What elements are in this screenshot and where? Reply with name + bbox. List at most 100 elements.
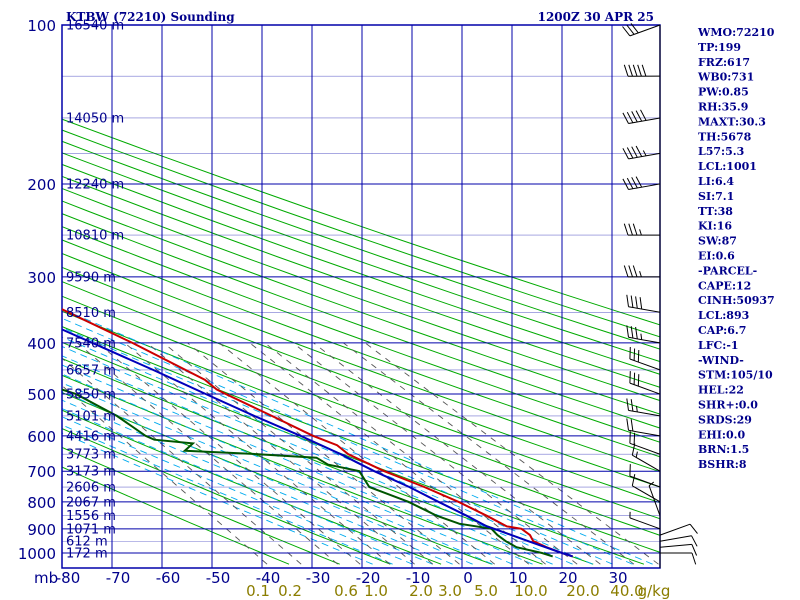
wind-barb-feather: [635, 110, 643, 122]
wind-barb-staff: [632, 454, 661, 472]
temperature-tick-label: -60: [156, 569, 181, 587]
wind-barb-feather: [623, 223, 629, 236]
wind-barb-staff: [628, 429, 661, 437]
pressure-tick-labels: 100 200 300 400 500 600 700 800 900 1000: [18, 17, 56, 563]
wind-barb-feather: [628, 64, 633, 77]
dry-adiabat: [62, 341, 645, 565]
mixing-ratio-line: [62, 357, 302, 565]
wind-barb-feather: [630, 23, 639, 34]
wind-barb-feather: [691, 544, 698, 556]
wind-barb-staff: [628, 409, 661, 417]
wind-barb-feather: [639, 297, 643, 310]
moist-adiabat: [62, 432, 373, 565]
wind-barb-feather: [626, 177, 634, 189]
wind-barb-feather: [639, 271, 642, 278]
height-label: 172 m: [66, 547, 108, 562]
wind-barb-feather: [623, 265, 629, 278]
wind-barb-feather: [637, 64, 642, 77]
mixing-ratio-label: 5.0: [474, 582, 498, 600]
mixing-ratio-label: 2.0: [409, 582, 433, 600]
index-line: LFC:-1: [698, 339, 739, 352]
wind-barb-feather: [630, 295, 634, 308]
moist-adiabat: [62, 399, 453, 565]
pressure-tick-label: 800: [27, 494, 56, 512]
wind-barb-staff: [648, 485, 661, 516]
dry-adiabat: [62, 446, 340, 565]
index-line: CAP:6.7: [698, 324, 746, 337]
wind-barb-feather: [636, 405, 638, 412]
index-line: -WIND-: [698, 354, 744, 367]
index-line: TP:199: [698, 41, 741, 54]
height-label: 10810 m: [66, 229, 124, 244]
height-label: 9590 m: [66, 270, 116, 285]
index-line: TT:38: [698, 205, 733, 218]
wind-barb-feather: [626, 24, 635, 35]
sounding-time: 1200Z 30 APR 25: [538, 10, 654, 24]
index-line: FRZ:617: [698, 56, 750, 69]
dry-adiabat: [62, 187, 660, 402]
height-label: 5850 m: [66, 388, 116, 403]
pressure-tick-label: 200: [27, 176, 56, 194]
wind-barb-feather: [635, 326, 638, 339]
pressure-tick-label: 500: [27, 386, 56, 404]
wind-barb-staff: [629, 24, 661, 37]
wind-barb-feather: [635, 176, 643, 188]
height-label: 16540 m: [66, 19, 124, 34]
dry-adiabat: [62, 374, 543, 565]
dry-adiabat: [62, 226, 660, 443]
moist-adiabat: [62, 355, 553, 565]
wind-barb-feather: [642, 150, 647, 157]
height-label: 14050 m: [66, 112, 124, 127]
moist-adiabat: [62, 308, 653, 565]
temperature-tick-labels: -80 -70 -60 -50 -40 -30 -20 -10 0 10 20 30: [56, 569, 628, 587]
wind-barb-feather: [626, 418, 629, 431]
wind-barb-feather: [635, 145, 643, 157]
wind-barb-feather: [622, 26, 631, 37]
index-line: SW:87: [698, 235, 737, 248]
mixing-ratio-line: [146, 342, 415, 565]
wind-barb-staff: [632, 485, 661, 503]
wind-barb-feather: [632, 265, 638, 278]
moist-adiabat: [62, 364, 533, 565]
dry-adiabat: [62, 140, 660, 350]
pressure-tick-label: 900: [27, 521, 56, 539]
stability-indices: WMO:72210 TP:199 FRZ:617 WB0:731 PW:0.85 RH:3…: [697, 26, 775, 471]
wind-barb-feather: [626, 294, 629, 307]
wind-barb-feather: [635, 451, 638, 458]
temperature-tick-label: 0: [463, 569, 473, 587]
height-labels: 16540 m 14050 m 12240 m 10810 m 9590 m 8510 m…: [66, 19, 124, 562]
dry-adiabat: [62, 266, 660, 488]
index-line: PW:0.85: [698, 86, 749, 99]
temperature-line: [62, 308, 574, 558]
height-label: 12240 m: [66, 177, 124, 192]
index-line: RH:35.9: [698, 101, 748, 114]
wind-barb-staff: [628, 152, 661, 160]
dry-adiabat: [62, 152, 660, 363]
dry-adiabat: [62, 252, 660, 473]
wind-barb-feather: [691, 535, 698, 547]
mixing-ratio-line: [292, 342, 578, 565]
wind-barb-feather: [635, 296, 638, 309]
mixing-ratio-label: 40.0: [610, 582, 643, 600]
index-line: STM:105/10: [698, 369, 773, 382]
wind-barb-feather: [626, 398, 629, 411]
wind-barb-staff: [659, 535, 692, 542]
dry-adiabat: [62, 200, 660, 415]
wind-barb-staff: [629, 475, 661, 488]
moist-adiabat: [62, 345, 573, 565]
moist-adiabat: [62, 317, 633, 565]
index-line: SRDS:29: [698, 413, 752, 426]
temperature-tick-label: 20: [558, 569, 577, 587]
wind-barb-feather: [622, 112, 629, 124]
mixing-ratio-label: 1.0: [364, 582, 388, 600]
index-line: WMO:72210: [697, 26, 775, 39]
wind-barb-feather: [631, 177, 638, 189]
mixing-ratio-line: [163, 342, 434, 565]
index-line: CINH:50937: [698, 294, 775, 307]
wind-barb-feather: [630, 399, 634, 412]
wind-barb-feather: [641, 64, 647, 77]
mixing-ratio-label: 0.6: [334, 582, 358, 600]
height-label: 3773 m: [66, 448, 116, 463]
